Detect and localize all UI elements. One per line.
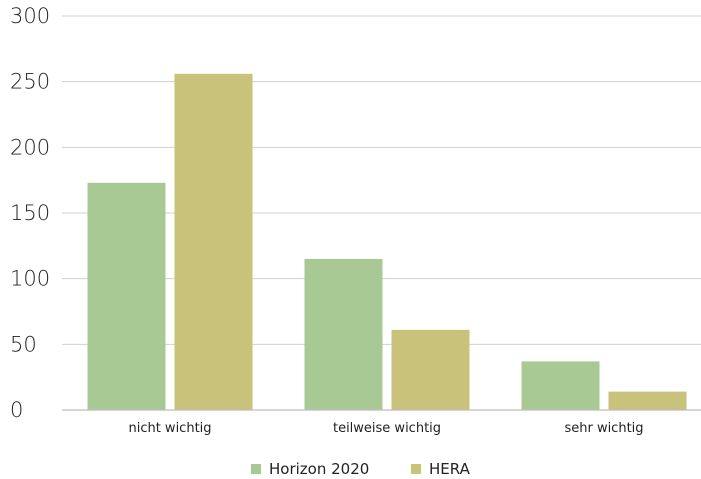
- bar-horizon-2020-0: [87, 182, 166, 410]
- bar-horizon-2020-1: [304, 258, 383, 410]
- x-tick-label: sehr wichtig: [564, 421, 643, 436]
- legend-swatch: [411, 464, 421, 474]
- legend-label: HERA: [429, 460, 471, 478]
- y-tick-label: 100: [10, 267, 50, 291]
- x-tick-label: teilweise wichtig: [333, 421, 441, 436]
- y-tick-label: 250: [10, 70, 50, 94]
- legend-label: Horizon 2020: [269, 460, 369, 478]
- x-axis-ticks: nicht wichtig teilweise wichtig sehr wicht…: [128, 421, 643, 436]
- y-tick-label: 0: [10, 398, 23, 422]
- bars: [87, 73, 687, 410]
- gridlines: [62, 15, 701, 345]
- bar-hera-2: [608, 391, 687, 410]
- bar-hera-1: [391, 329, 470, 410]
- legend-swatch: [251, 464, 261, 474]
- y-tick-label: 50: [10, 332, 37, 356]
- y-tick-label: 150: [10, 201, 50, 225]
- y-tick-label: 200: [10, 135, 50, 159]
- y-tick-label: 300: [10, 4, 50, 28]
- legend: Horizon 2020 HERA: [251, 460, 471, 478]
- x-tick-label: nicht wichtig: [128, 421, 211, 436]
- bar-hera-0: [174, 73, 253, 410]
- y-axis-ticks: 0 50 100 150 200 250 300: [10, 4, 50, 422]
- bar-horizon-2020-2: [521, 361, 600, 410]
